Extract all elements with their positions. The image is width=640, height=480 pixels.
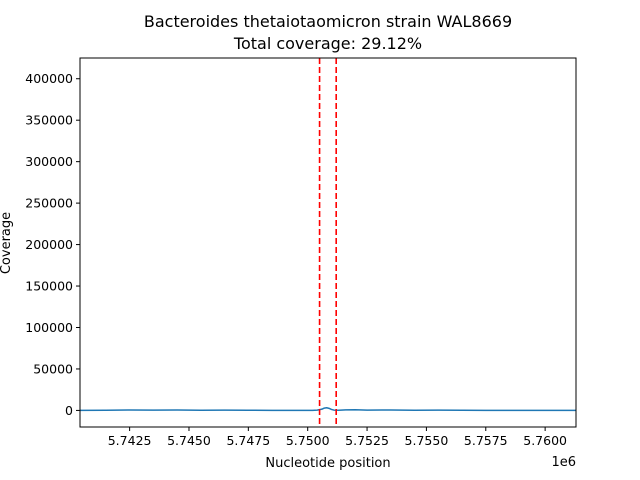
y-tick-label: 150000 — [25, 279, 73, 294]
chart-title-line2: Total coverage: 29.12% — [233, 34, 422, 53]
x-tick-label: 5.7575 — [464, 433, 508, 448]
x-tick-label: 5.7475 — [226, 433, 270, 448]
y-tick-label: 300000 — [25, 154, 73, 169]
x-tick-label: 5.7500 — [286, 433, 330, 448]
x-tick-label: 5.7600 — [523, 433, 567, 448]
y-tick-label: 250000 — [25, 196, 73, 211]
x-tick-label: 5.7425 — [108, 433, 152, 448]
y-tick-label: 100000 — [25, 320, 73, 335]
x-offset-label: 1e6 — [551, 455, 576, 470]
coverage-series-line-0 — [79, 407, 576, 412]
x-tick-label: 5.7450 — [167, 433, 211, 448]
plot-frame — [79, 57, 577, 428]
chart-title-line1: Bacteroides thetaiotaomicron strain WAL8… — [144, 12, 512, 31]
plot-area: 5.7425 5.7450 5.7475 5.7500 5.7525 5.7550 5.75… — [25, 57, 577, 448]
y-tick-label: 0 — [65, 403, 73, 418]
y-axis-label: Coverage — [0, 212, 14, 274]
y-tick-label: 50000 — [33, 361, 73, 376]
x-tick-label: 5.7525 — [345, 433, 389, 448]
x-axis-label: Nucleotide position — [265, 456, 390, 471]
x-tick-label: 5.7550 — [405, 433, 449, 448]
y-tick-label: 350000 — [25, 113, 73, 128]
y-tick-label: 400000 — [25, 71, 73, 86]
y-tick-label: 200000 — [25, 237, 73, 252]
